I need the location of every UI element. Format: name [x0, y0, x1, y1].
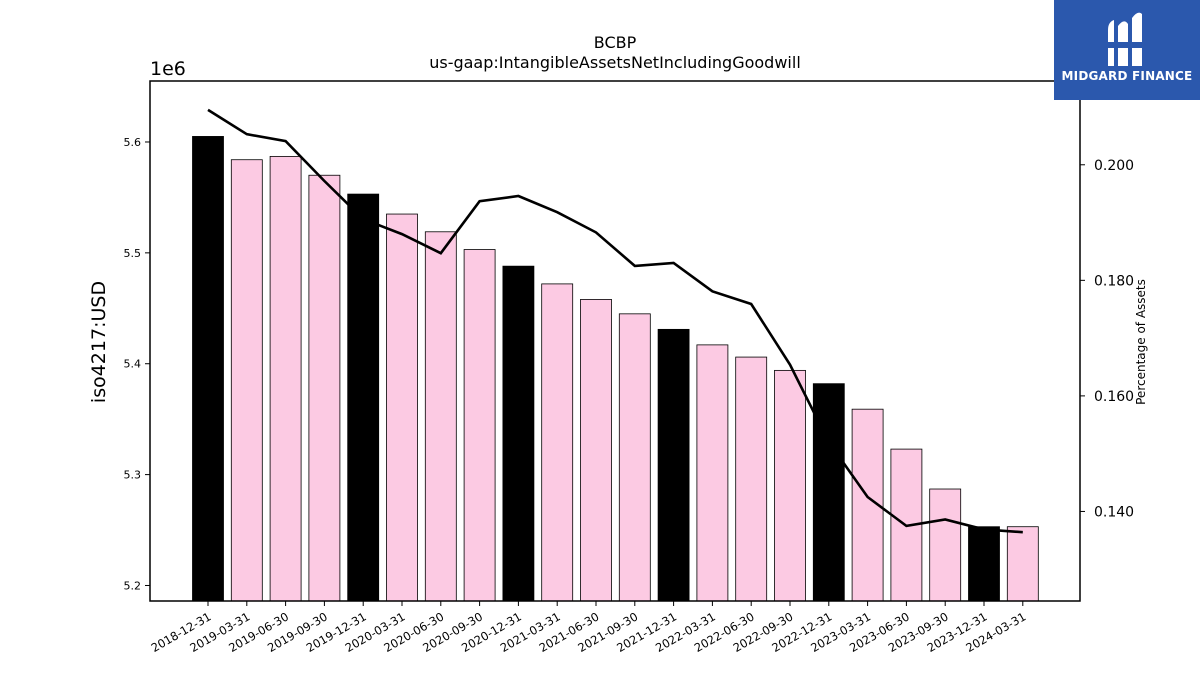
plot-frame: [149, 80, 1081, 602]
y2-tick-label: 0.160: [1094, 389, 1134, 405]
bar: [192, 136, 224, 602]
bar: [230, 159, 263, 602]
bar: [463, 249, 496, 602]
y2-tick-label: 0.180: [1094, 273, 1134, 289]
bar: [968, 526, 1000, 602]
bar: [929, 488, 962, 602]
chart-title: BCBP: [594, 33, 637, 52]
y2-tick-label: 0.140: [1094, 504, 1134, 520]
bar: [696, 344, 729, 602]
brand-logo: MIDGARD FINANCE: [1054, 0, 1200, 100]
bar: [386, 213, 418, 602]
bar: [580, 299, 612, 602]
y-tick-label: 5.6: [124, 136, 142, 149]
y2-tick-label: 0.200: [1094, 158, 1134, 174]
chart-subtitle: us-gaap:IntangibleAssetsNetIncludingGood…: [429, 53, 801, 72]
y-tick-label: 5.3: [124, 469, 142, 482]
bar: [269, 155, 302, 602]
brand-name: MIDGARD FINANCE: [1061, 69, 1193, 83]
bar: [1006, 526, 1039, 602]
series-line: [207, 108, 1023, 534]
bar: [308, 174, 341, 602]
bar: [541, 283, 574, 602]
y-tick-label: 5.5: [124, 247, 142, 260]
bar: [424, 231, 457, 602]
bar: [735, 356, 768, 602]
y2-axis-label: Percentage of Assets: [1134, 279, 1148, 405]
bar: [812, 383, 845, 602]
bar: [618, 313, 651, 602]
bar: [657, 328, 690, 602]
y-axis-label: iso4217:USD: [88, 281, 110, 403]
midgard-logo-icon: [1108, 12, 1142, 67]
y-tick-label: 5.4: [124, 358, 142, 371]
bar: [347, 193, 380, 602]
y-offset-label: 1e6: [150, 58, 186, 80]
bar: [774, 369, 806, 602]
y-tick-label: 5.2: [124, 579, 142, 592]
bar: [502, 265, 535, 602]
